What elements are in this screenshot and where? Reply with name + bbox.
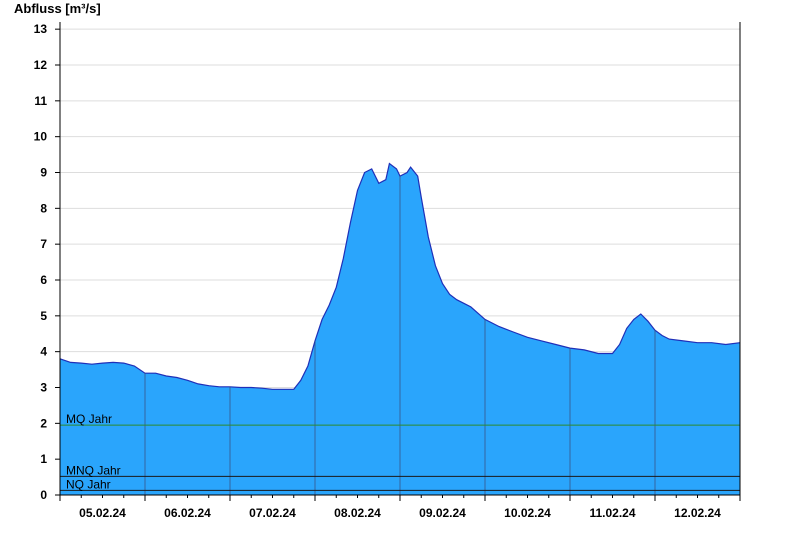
day-separators <box>144 176 656 495</box>
x-axis-ticks: 05.02.24 06.02.24 07.02.24 08.02.24 09.02.24… <box>59 495 741 520</box>
x-tick-label: 10.02.24 <box>504 506 551 520</box>
y-tick-label: 3 <box>40 381 47 395</box>
x-tick-label: 11.02.24 <box>589 506 635 520</box>
y-tick-label: 1 <box>40 452 47 466</box>
y-tick-label: 8 <box>40 201 47 215</box>
y-tick-label: 2 <box>40 416 47 430</box>
y-tick-label: 12 <box>34 58 48 72</box>
x-tick-label: 05.02.24 <box>79 506 126 520</box>
y-tick-label: 5 <box>40 309 47 323</box>
x-tick-label: 06.02.24 <box>164 506 211 520</box>
x-tick-label: 08.02.24 <box>334 506 381 520</box>
y-tick-label: 13 <box>34 22 48 36</box>
discharge-line <box>59 162 741 390</box>
y-tick-label: 7 <box>40 237 47 251</box>
y-tick-label: 6 <box>40 273 47 287</box>
y-tick-label: 9 <box>40 166 47 180</box>
y-tick-label: 11 <box>34 94 47 108</box>
y-tick-label: 10 <box>34 130 48 144</box>
y-tick-label: 0 <box>40 488 47 502</box>
y-axis-title: Abfluss [m³/s] <box>14 1 101 16</box>
y-tick-label: 4 <box>40 345 47 359</box>
reference-line-label: MNQ Jahr <box>66 463 121 477</box>
reference-line-label: MQ Jahr <box>66 412 112 426</box>
reference-line-label: NQ Jahr <box>66 477 111 491</box>
x-tick-label: 12.02.24 <box>674 506 721 520</box>
x-tick-label: 09.02.24 <box>419 506 466 520</box>
x-tick-label: 07.02.24 <box>249 506 296 520</box>
